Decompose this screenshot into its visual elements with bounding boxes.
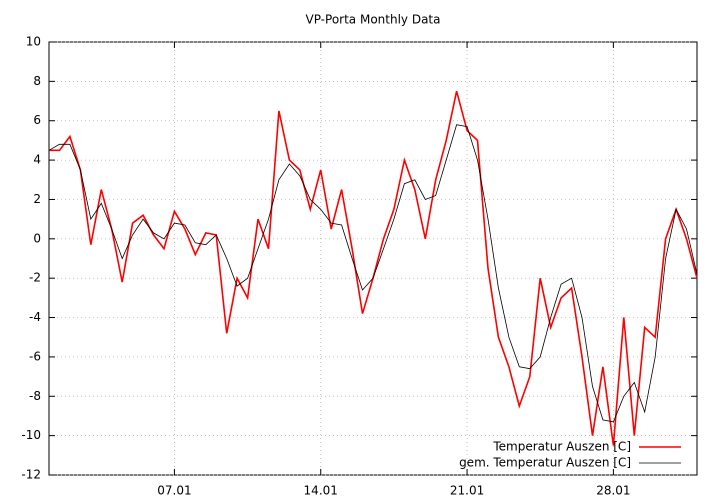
y-tick-label: 8 — [33, 74, 41, 88]
y-tick-label: 6 — [33, 113, 41, 127]
series-line — [48, 124, 698, 423]
x-tick-label: 07.01 — [157, 484, 191, 498]
y-tick-label: -6 — [29, 349, 41, 363]
y-tick-label: -12 — [21, 468, 41, 482]
y-tick-label: 4 — [33, 153, 41, 167]
series-line — [49, 90, 698, 446]
legend-label: Temperatur Auszen [C] — [492, 440, 631, 454]
y-tick-label: -8 — [29, 389, 41, 403]
x-tick-label: 28.01 — [596, 484, 630, 498]
y-tick-label: -2 — [29, 271, 41, 285]
y-tick-label: 10 — [26, 35, 41, 49]
y-tick-label: -4 — [29, 310, 41, 324]
legend-label: gem. Temperatur Auszen [C] — [459, 456, 631, 470]
y-tick-label: 0 — [33, 231, 41, 245]
x-tick-label: 21.01 — [450, 484, 484, 498]
x-tick-label: 14.01 — [304, 484, 338, 498]
y-tick-label: -10 — [21, 428, 41, 442]
y-tick-label: 2 — [33, 192, 41, 206]
chart-title: VP-Porta Monthly Data — [306, 13, 441, 27]
